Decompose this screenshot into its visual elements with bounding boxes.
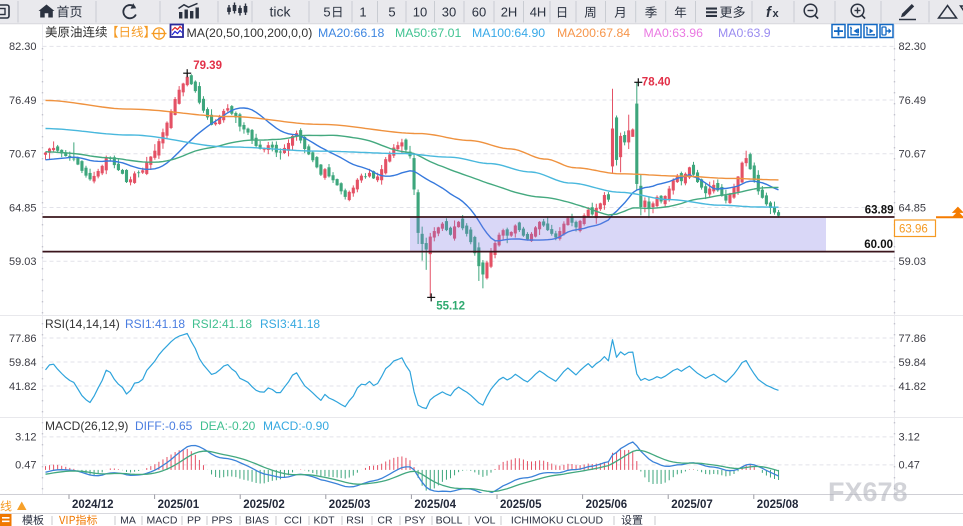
svg-text:MA: MA (120, 515, 136, 526)
svg-text:59.84: 59.84 (9, 357, 37, 369)
svg-text:DEA:-0.20: DEA:-0.20 (200, 419, 256, 433)
svg-text:MACD(26,12,9): MACD(26,12,9) (45, 419, 128, 433)
svg-text:MA20:66.18: MA20:66.18 (318, 26, 384, 40)
svg-text:PP: PP (187, 515, 201, 526)
svg-text:59.03: 59.03 (9, 256, 37, 268)
svg-text:2H: 2H (501, 5, 518, 20)
svg-text:2024/12: 2024/12 (72, 499, 114, 511)
svg-text:RSI(14,14,14): RSI(14,14,14) (45, 317, 120, 331)
svg-text:PPS: PPS (211, 515, 232, 526)
svg-text:64.85: 64.85 (899, 202, 927, 214)
svg-text:DIFF:-0.65: DIFF:-0.65 (135, 419, 193, 433)
svg-text:41.82: 41.82 (9, 381, 37, 393)
svg-text:VOL: VOL (474, 515, 495, 526)
svg-text:RSI2:41.18: RSI2:41.18 (192, 317, 252, 331)
svg-text:RSI: RSI (346, 515, 364, 526)
svg-text:MACD:-0.90: MACD:-0.90 (263, 419, 329, 433)
svg-text:60.00: 60.00 (864, 239, 893, 251)
svg-text:60: 60 (472, 5, 486, 20)
svg-text:MA(20,50,100,200,0,0): MA(20,50,100,200,0,0) (187, 26, 313, 40)
svg-text:MA50:67.01: MA50:67.01 (395, 26, 461, 40)
svg-text:2025/04: 2025/04 (414, 499, 456, 511)
svg-text:MA200:67.84: MA200:67.84 (557, 26, 630, 40)
svg-text:x: x (773, 8, 780, 20)
svg-text:10: 10 (413, 5, 427, 20)
svg-text:78.40: 78.40 (642, 76, 671, 88)
svg-text:1: 1 (359, 5, 366, 20)
svg-text:MA0:63.9: MA0:63.9 (718, 26, 771, 40)
svg-text:BIAS: BIAS (245, 515, 269, 526)
svg-text:79.39: 79.39 (193, 60, 222, 72)
svg-text:MA100:64.90: MA100:64.90 (472, 26, 545, 40)
svg-text:59.84: 59.84 (899, 357, 927, 369)
svg-text:2025/07: 2025/07 (671, 499, 713, 511)
svg-text:RSI1:41.18: RSI1:41.18 (125, 317, 185, 331)
svg-text:63.96: 63.96 (899, 224, 928, 236)
svg-text:2025/03: 2025/03 (329, 499, 371, 511)
svg-text:2025/05: 2025/05 (500, 499, 542, 511)
svg-text:3.12: 3.12 (15, 432, 36, 444)
svg-text:4H: 4H (530, 5, 547, 20)
svg-text:CR: CR (377, 515, 393, 526)
svg-text:64.85: 64.85 (9, 202, 37, 214)
svg-text:FX678: FX678 (828, 477, 908, 507)
svg-text:ICHIMOKU CLOUD: ICHIMOKU CLOUD (511, 515, 604, 526)
svg-text:82.30: 82.30 (9, 41, 37, 53)
svg-text:2025/02: 2025/02 (243, 499, 285, 511)
svg-text:2025/06: 2025/06 (586, 499, 628, 511)
svg-text:5: 5 (388, 5, 395, 20)
svg-text:RSI3:41.18: RSI3:41.18 (260, 317, 320, 331)
svg-text:0.47: 0.47 (15, 460, 36, 472)
svg-text:77.86: 77.86 (9, 333, 37, 345)
svg-text:77.86: 77.86 (899, 333, 927, 345)
svg-text:63.89: 63.89 (865, 205, 894, 217)
svg-text:BOLL: BOLL (436, 515, 463, 526)
svg-text:41.82: 41.82 (899, 381, 927, 393)
svg-text:5: 5 (323, 5, 330, 20)
svg-text:76.49: 76.49 (899, 95, 927, 107)
svg-text:KDT: KDT (314, 515, 336, 526)
svg-text:0.47: 0.47 (899, 460, 920, 472)
svg-text:82.30: 82.30 (899, 41, 927, 53)
svg-text:f: f (766, 5, 773, 21)
svg-text:MA0:63.96: MA0:63.96 (644, 26, 704, 40)
svg-text:76.49: 76.49 (9, 95, 37, 107)
svg-text:70.67: 70.67 (9, 149, 37, 161)
svg-text:55.12: 55.12 (436, 300, 465, 312)
svg-text:2025/01: 2025/01 (158, 499, 200, 511)
svg-text:70.67: 70.67 (899, 149, 927, 161)
svg-text:tick: tick (270, 4, 292, 20)
svg-text:MACD: MACD (147, 515, 178, 526)
svg-text:30: 30 (442, 5, 456, 20)
svg-text:59.03: 59.03 (899, 256, 927, 268)
svg-text:PSY: PSY (404, 515, 425, 526)
svg-text:3.12: 3.12 (899, 432, 920, 444)
svg-text:2025/08: 2025/08 (757, 499, 799, 511)
svg-text:CCI: CCI (284, 515, 302, 526)
